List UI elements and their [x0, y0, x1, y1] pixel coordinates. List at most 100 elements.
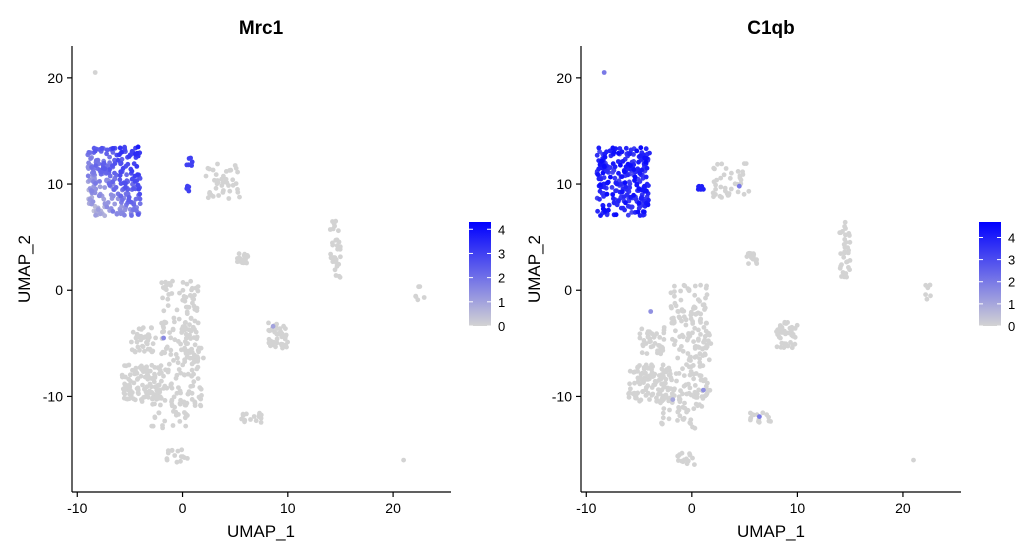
cell-point: [701, 302, 707, 308]
y-ticks: -10 0 10 20: [43, 70, 72, 404]
cell-point: [213, 185, 219, 191]
cell-point: [118, 211, 124, 217]
cell-point: [636, 159, 641, 165]
x-axis-label: UMAP_1: [737, 522, 805, 541]
cell-point: [135, 182, 141, 188]
cell-point: [600, 170, 606, 176]
cell-point: [151, 395, 157, 400]
cell-point: [683, 382, 689, 388]
x-tick-label: 10: [280, 500, 296, 516]
x-ticks: -10 0 10 20: [67, 492, 401, 516]
cell-point: [195, 376, 201, 381]
cell-point: [631, 167, 637, 172]
points-layer: [85, 70, 427, 465]
cell-point: [224, 180, 230, 186]
cell-point: [134, 339, 140, 345]
cell-point: [248, 417, 253, 422]
cell-point: [927, 282, 933, 288]
cell-point: [139, 334, 145, 340]
cell-point: [639, 167, 645, 173]
cell-point: [666, 398, 672, 404]
cell-point: [168, 347, 174, 353]
cell-point: [146, 374, 151, 380]
cell-point: [694, 391, 700, 397]
cell-point: [134, 386, 140, 391]
cell-point: [266, 320, 271, 326]
cell-point: [102, 185, 108, 190]
cell-point: [164, 385, 170, 391]
cell-point: [729, 170, 734, 176]
cell-point: [616, 150, 621, 156]
cell-point: [123, 181, 128, 186]
cell-point: [122, 212, 127, 218]
cell-point: [635, 379, 641, 385]
cell-point: [152, 375, 158, 381]
cell-point: [644, 165, 650, 171]
x-tick-label: -10: [67, 500, 87, 516]
cell-point: [663, 380, 668, 386]
cell-point: [635, 375, 641, 381]
cell-point: [678, 297, 684, 303]
cell-point: [135, 172, 141, 178]
cell-point: [792, 326, 798, 331]
cell-point: [652, 341, 658, 346]
cell-point: [145, 332, 151, 337]
cell-point: [149, 325, 155, 331]
cell-point: [115, 157, 121, 163]
cell-point: [118, 169, 124, 175]
cell-point: [697, 356, 702, 362]
cell-point: [168, 352, 174, 357]
cell-point: [611, 196, 616, 202]
cell-point: [236, 256, 241, 262]
cell-point: [118, 193, 124, 199]
cell-point: [699, 404, 705, 409]
cell-point: [676, 405, 681, 410]
cell-point: [698, 373, 704, 379]
cell-point: [172, 337, 178, 343]
cell-point: [189, 367, 195, 373]
cell-point: [157, 371, 162, 377]
cell-point: [169, 403, 175, 409]
cell-point: [120, 166, 126, 171]
cell-point: [632, 369, 638, 375]
cell-point: [649, 385, 655, 390]
cell-point: [604, 191, 610, 197]
cell-point: [165, 448, 171, 454]
cell-point: [130, 329, 136, 335]
cell-point: [233, 165, 239, 171]
cell-point: [766, 414, 771, 420]
y-axis-label: UMAP_2: [15, 235, 34, 303]
cell-point: [682, 283, 688, 289]
cell-point: [684, 409, 689, 415]
cell-point: [639, 350, 645, 356]
cell-point: [654, 331, 659, 337]
cell-point: [713, 186, 718, 192]
cell-point: [717, 193, 723, 199]
cell-point: [182, 372, 188, 378]
cell-point: [612, 175, 618, 181]
cell-point: [336, 239, 342, 245]
cell-point: [844, 274, 849, 280]
cell-point: [610, 145, 616, 151]
cell-point: [600, 206, 606, 212]
cell-point: [679, 458, 685, 464]
cell-point: [338, 254, 343, 260]
cell-point: [659, 381, 664, 387]
cell-point: [911, 457, 916, 463]
cell-point: [671, 393, 677, 398]
cell-point: [669, 305, 674, 311]
cell-point: [114, 211, 120, 217]
cell-point: [127, 372, 133, 378]
cell-point: [598, 213, 603, 219]
cell-point: [189, 163, 195, 168]
cell-point: [136, 186, 142, 192]
cell-point: [140, 344, 146, 350]
cell-point: [698, 332, 703, 337]
cell-point: [703, 320, 709, 326]
cell-point: [596, 145, 602, 151]
cell-point: [692, 383, 698, 388]
cell-point: [183, 324, 188, 330]
cell-point: [195, 288, 201, 294]
cell-point: [672, 283, 677, 289]
cell-point: [596, 176, 602, 182]
